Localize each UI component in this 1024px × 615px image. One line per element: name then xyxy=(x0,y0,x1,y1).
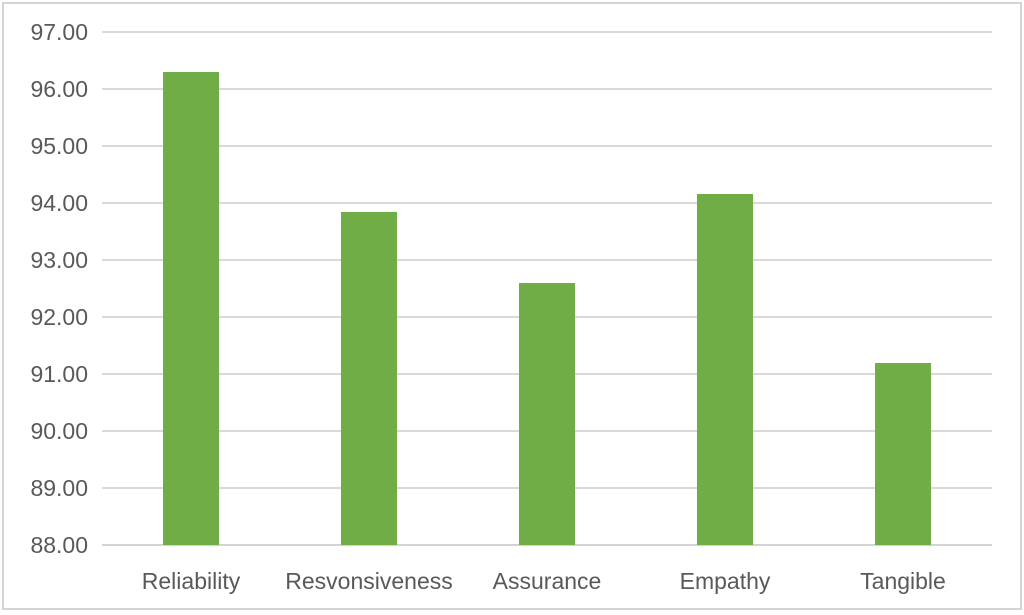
y-tick-label: 96.00 xyxy=(30,76,88,102)
y-tick-label: 95.00 xyxy=(30,133,88,159)
x-category-label: Assurance xyxy=(492,568,602,594)
x-category-label: Resvonsiveness xyxy=(285,568,453,594)
bar xyxy=(519,282,575,545)
bar xyxy=(875,362,931,545)
x-axis-line xyxy=(102,544,992,546)
bar xyxy=(341,211,397,545)
bar xyxy=(697,194,753,545)
gridline xyxy=(102,88,992,90)
y-tick-label: 88.00 xyxy=(30,532,88,558)
x-category-label: Reliability xyxy=(141,568,241,594)
gridline xyxy=(102,31,992,33)
y-tick-label: 97.00 xyxy=(30,19,88,45)
x-category-label: Tangible xyxy=(860,568,946,594)
gridline xyxy=(102,259,992,261)
y-tick-label: 93.00 xyxy=(30,247,88,273)
y-tick-label: 94.00 xyxy=(30,190,88,216)
gridline xyxy=(102,145,992,147)
gridline xyxy=(102,202,992,204)
y-tick-label: 92.00 xyxy=(30,304,88,330)
y-tick-label: 91.00 xyxy=(30,361,88,387)
bar xyxy=(163,71,219,545)
y-tick-label: 90.00 xyxy=(30,418,88,444)
y-tick-label: 89.00 xyxy=(30,475,88,501)
x-category-label: Empathy xyxy=(679,568,771,594)
